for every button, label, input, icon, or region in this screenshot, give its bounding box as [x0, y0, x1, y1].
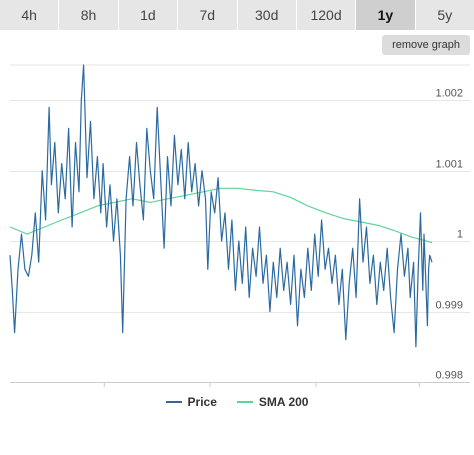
tab-8h[interactable]: 8h — [59, 0, 119, 30]
sma-swatch — [236, 401, 253, 403]
y-tick-label: 1.002 — [435, 88, 463, 100]
tab-30d[interactable]: 30d — [237, 0, 297, 30]
remove-graph-button[interactable]: remove graph — [382, 35, 470, 55]
timeframe-tabs: 4h 8h 1d 7d 30d 120d 1y 5y — [0, 0, 474, 30]
tab-5y[interactable]: 5y — [415, 0, 474, 30]
legend-item-sma[interactable]: SMA 200 — [236, 395, 309, 409]
sma-line — [9, 187, 433, 244]
grid — [10, 64, 470, 383]
legend-label-sma: SMA 200 — [258, 395, 309, 409]
tab-120d[interactable]: 120d — [296, 0, 357, 30]
price-chart: Jul '25Oct '25Jan '26Apr '26 0.998 0.999 1… — [9, 64, 470, 387]
tab-1d[interactable]: 1d — [118, 0, 179, 30]
legend: Price SMA 200 — [0, 394, 474, 410]
y-tick-label: 1 — [457, 229, 463, 241]
legend-label-price: Price — [187, 395, 217, 409]
legend-item-price[interactable]: Price — [165, 395, 217, 409]
y-tick-label: 0.999 — [435, 300, 463, 312]
price-line — [9, 64, 433, 348]
tab-4h[interactable]: 4h — [0, 0, 60, 30]
sma-series — [9, 187, 433, 244]
x-axis: Jul '25Oct '25Jan '26Apr '26 — [10, 382, 470, 387]
y-tick-label: 0.998 — [435, 370, 463, 382]
price-series — [9, 64, 433, 348]
y-axis: 0.998 0.999 1 1.001 1.002 — [435, 88, 463, 382]
tab-1y[interactable]: 1y — [356, 0, 416, 30]
tab-7d[interactable]: 7d — [178, 0, 238, 30]
y-tick-label: 1.001 — [435, 159, 463, 171]
price-swatch — [165, 401, 182, 403]
